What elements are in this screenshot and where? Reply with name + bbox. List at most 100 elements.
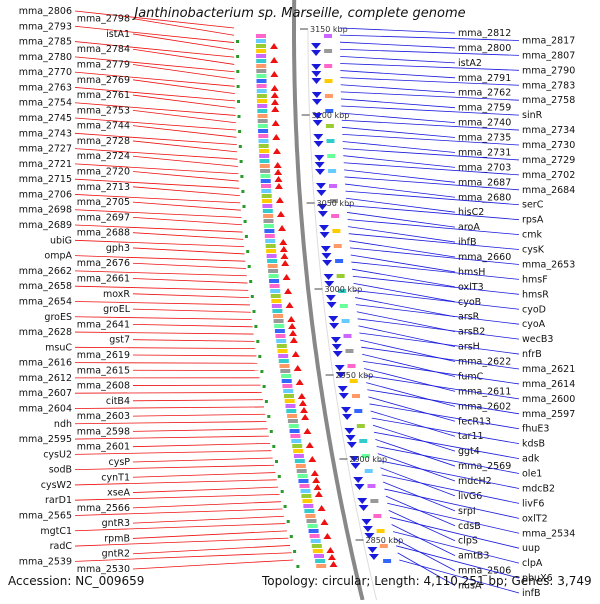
tick-mark (253, 310, 256, 313)
feature-block (256, 34, 266, 38)
feature-block (258, 134, 268, 138)
tick-mark (296, 565, 299, 568)
left-label-connector (133, 545, 290, 553)
right-label-connector (364, 368, 455, 391)
forward-gene-arrow (326, 547, 334, 553)
reverse-gene-arrow (341, 407, 351, 413)
forward-gene-arrow (306, 442, 314, 448)
left-label-connector (133, 560, 293, 569)
left-gene-label: xseA (107, 488, 130, 499)
left-gene-label: cynT1 (101, 472, 130, 483)
reverse-gene-arrow (326, 295, 336, 301)
left-gene-label: mma_2603 (77, 411, 130, 422)
feature-block (276, 339, 286, 343)
forward-gene-arrow (292, 351, 300, 357)
right-gene-label: mma_2534 (522, 528, 575, 539)
reverse-gene-arrow (318, 211, 328, 217)
feature-block (268, 264, 278, 268)
feature-block (309, 529, 319, 533)
feature-block (262, 199, 272, 203)
right-gene-label: adk (522, 454, 540, 465)
kbp-label: 3150 kbp (310, 25, 348, 34)
reverse-gene-arrow (313, 120, 323, 126)
feature-block (299, 479, 309, 483)
feature-block (260, 169, 270, 173)
left-gene-label: msuC (45, 342, 72, 353)
feature-block (262, 194, 272, 198)
forward-gene-arrow (274, 176, 282, 182)
left-gene-label: rarD1 (45, 495, 72, 506)
reverse-gene-arrow (357, 498, 367, 504)
tick-mark (243, 205, 246, 208)
right-label-connector (390, 517, 519, 548)
feature-block (301, 494, 311, 498)
forward-gene-arrow (271, 85, 279, 91)
kbp-label: 2900 kbp (349, 455, 387, 464)
right-gene-label: mma_2762 (458, 88, 511, 99)
left-gene-label: mma_2539 (19, 556, 72, 567)
feature-block (377, 529, 385, 533)
forward-gene-arrow (320, 519, 328, 525)
feature-block (260, 164, 270, 168)
feature-block (270, 289, 280, 293)
right-gene-label: mma_2800 (458, 43, 511, 54)
feature-block (304, 509, 314, 513)
forward-gene-arrow (301, 414, 309, 420)
forward-gene-arrow (281, 260, 289, 266)
left-label-connector (133, 531, 287, 539)
feature-block (331, 214, 339, 218)
feature-block (337, 274, 345, 278)
reverse-gene-arrow (322, 260, 332, 266)
right-label-connector (344, 170, 455, 182)
feature-block (269, 274, 279, 278)
right-gene-label: mma_2597 (522, 409, 575, 420)
right-gene-label: hmsF (522, 274, 548, 285)
right-gene-label: ihfB (458, 237, 477, 248)
feature-block (326, 124, 334, 128)
feature-block (294, 454, 304, 458)
feature-block (256, 54, 266, 58)
feature-block (290, 429, 300, 433)
tick-mark (241, 190, 244, 193)
right-gene-label: srpI (458, 506, 476, 517)
feature-block (296, 464, 306, 468)
reverse-gene-arrow (359, 505, 369, 511)
right-label-connector (342, 127, 455, 137)
right-gene-label: fhuE3 (522, 424, 549, 435)
forward-gene-arrow (294, 365, 302, 371)
feature-block (329, 184, 337, 188)
forward-gene-arrow (272, 120, 280, 126)
left-label-connector (133, 279, 248, 284)
left-label-connector (133, 340, 254, 342)
feature-block (258, 129, 268, 133)
feature-block (308, 524, 318, 528)
forward-gene-arrow (330, 561, 338, 567)
feature-block (267, 254, 277, 258)
right-label-connector (373, 425, 455, 451)
feature-block (370, 499, 378, 503)
reverse-gene-arrow (328, 316, 338, 322)
forward-gene-arrow (271, 106, 279, 112)
right-label-connector (354, 283, 455, 301)
right-label-connector (349, 234, 519, 250)
tick-mark (240, 175, 243, 178)
right-gene-label: rpsA (522, 215, 544, 226)
forward-gene-arrow (274, 169, 282, 175)
feature-block (263, 214, 273, 218)
forward-gene-arrow (290, 337, 298, 343)
right-label-connector (340, 28, 455, 33)
tick-mark (267, 415, 270, 418)
reverse-gene-arrow (346, 435, 356, 441)
feature-block (274, 319, 284, 323)
feature-block (271, 294, 281, 298)
forward-gene-arrow (276, 197, 284, 203)
feature-block (258, 119, 268, 123)
feature-block (373, 514, 381, 518)
left-label-connector (133, 126, 236, 138)
feature-block (256, 64, 266, 68)
feature-block (295, 459, 305, 463)
forward-gene-arrow (272, 134, 280, 140)
reverse-gene-arrow (331, 337, 341, 343)
right-gene-label: clpA (522, 558, 543, 569)
right-gene-label: wecB3 (522, 334, 553, 345)
